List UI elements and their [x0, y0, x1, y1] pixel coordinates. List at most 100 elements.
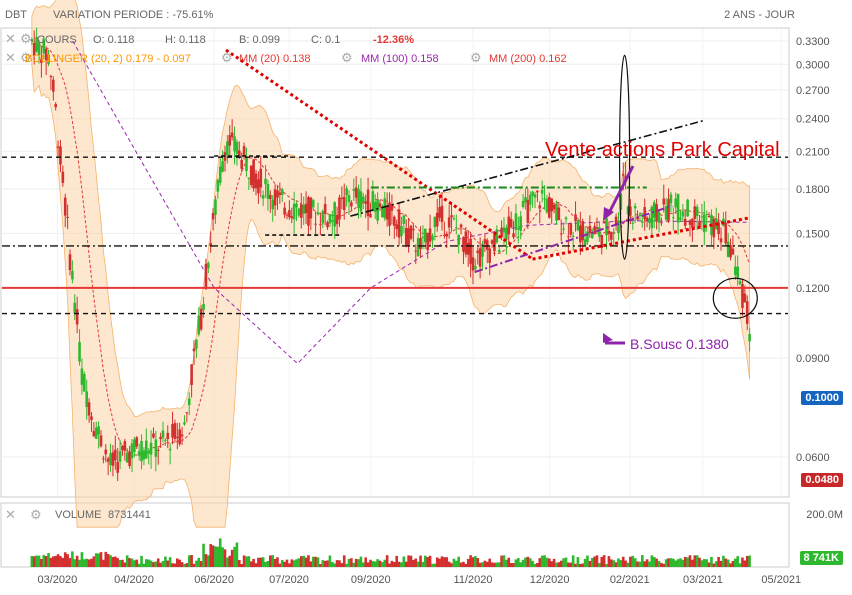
candle-body [87, 402, 91, 416]
volume-bar [466, 558, 470, 567]
volume-bar [80, 552, 84, 567]
candle-body [342, 196, 346, 211]
candle-body [128, 451, 131, 466]
volume-bar [257, 557, 260, 567]
volume-bar [192, 563, 196, 567]
candle-body [238, 150, 241, 158]
candle-body [521, 200, 525, 208]
candle-body [576, 220, 580, 231]
volume-bar [140, 555, 143, 567]
volume-value: 8731441 [108, 509, 151, 521]
volume-bar [731, 560, 735, 567]
candle-body [464, 231, 468, 255]
candle-body [509, 218, 513, 228]
volume-bar [195, 560, 198, 567]
volume-bar [624, 560, 627, 567]
candle-body [288, 210, 291, 218]
candle-body [102, 458, 105, 460]
candle-body [242, 146, 246, 157]
period-label[interactable]: 2 ANS - JOUR [724, 9, 795, 21]
volume-bar [509, 563, 513, 567]
candle-body [376, 199, 379, 221]
volume-bar [295, 559, 298, 567]
volume-bar [121, 559, 124, 567]
volume-bar [695, 555, 699, 567]
candle-body [683, 218, 687, 226]
gear-icon[interactable]: ⚙ [20, 50, 32, 65]
y-tick-label: 0.2700 [796, 85, 830, 97]
volume-bar [428, 555, 432, 567]
vente-annotation: Vente actions Park Capital [545, 139, 780, 161]
candle-body [431, 235, 434, 241]
gear-icon[interactable]: ⚙ [221, 50, 233, 65]
candle-body [605, 218, 608, 236]
volume-bar [190, 555, 193, 567]
candle-body [559, 233, 563, 235]
close-icon[interactable]: ✕ [5, 50, 16, 65]
candle-body [195, 339, 198, 349]
gear-icon[interactable]: ⚙ [20, 31, 32, 46]
bsousc-annotation: B.Sousc 0.1380 [630, 336, 729, 352]
volume-bar [49, 557, 53, 567]
candle-body [104, 449, 108, 455]
candle-body [214, 199, 217, 215]
volume-bar [452, 558, 456, 567]
volume-bar [130, 558, 134, 567]
gear-icon[interactable]: ⚙ [341, 50, 353, 65]
close-icon[interactable]: ✕ [5, 31, 16, 46]
close-icon[interactable]: ✕ [5, 507, 16, 522]
volume-bar [30, 556, 34, 567]
gear-icon[interactable]: ⚙ [30, 507, 42, 522]
candle-body [63, 197, 67, 216]
volume-bar [61, 557, 65, 567]
candle-body [338, 197, 341, 220]
candle-body [655, 204, 658, 222]
candle-body [202, 303, 205, 311]
volume-bar [531, 560, 534, 567]
candle-body [524, 197, 527, 203]
volume-bar [512, 563, 515, 567]
candle-body [679, 217, 682, 220]
candle-body [164, 439, 167, 441]
y-tick-label: 0.3300 [796, 36, 830, 48]
candle-body [180, 434, 184, 437]
volume-bar [648, 561, 651, 567]
gear-icon[interactable]: ⚙ [470, 50, 482, 65]
volume-bar [552, 558, 556, 567]
volume-bar [40, 558, 43, 567]
candle-body [638, 214, 642, 217]
candle-body [314, 223, 317, 225]
volume-bar [660, 562, 663, 567]
candle-body [397, 209, 401, 238]
downtrend-line [225, 48, 534, 261]
candle-body [283, 207, 286, 215]
vente-arrow [607, 165, 635, 214]
candle-body [657, 212, 661, 223]
volume-bar [47, 553, 50, 567]
volume-bar [218, 538, 222, 567]
volume-bar [97, 553, 100, 567]
volume-bar [137, 563, 141, 567]
volume-bar [354, 558, 358, 567]
candle-body [455, 227, 458, 229]
volume-bar [357, 559, 360, 567]
volume-bar [722, 555, 725, 567]
candle-body [693, 206, 697, 219]
candle-body [149, 442, 153, 455]
volume-bar [743, 560, 747, 567]
candle-body [352, 189, 356, 191]
volume-bar [662, 563, 666, 567]
candle-body [419, 238, 422, 250]
volume-bar [187, 555, 191, 567]
candle-body [240, 159, 243, 169]
candle-body [266, 184, 270, 199]
candle-body [233, 136, 236, 152]
candle-body [123, 441, 127, 451]
volume-bar [56, 554, 60, 567]
candle-body [698, 220, 701, 227]
volume-bar [686, 557, 689, 567]
candle-body [366, 189, 370, 216]
candle-body [92, 431, 96, 437]
candle-body [734, 266, 737, 275]
